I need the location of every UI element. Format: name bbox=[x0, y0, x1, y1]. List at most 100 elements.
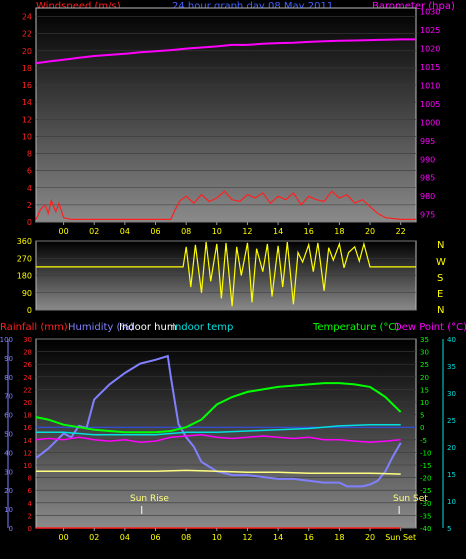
humidity-tick-label: 50 bbox=[4, 431, 13, 439]
sunset-label: Sun Set bbox=[393, 494, 428, 504]
dewpoint-tick-label: 35 bbox=[447, 363, 456, 371]
baro-tick-label: 990 bbox=[420, 155, 435, 164]
compass-labels: N W S E N bbox=[436, 240, 446, 316]
rain-tick-label: 22 bbox=[23, 386, 32, 394]
x-tick-label: 10 bbox=[212, 533, 222, 542]
indoor-hum-series bbox=[36, 469, 401, 475]
baro-tick-label: 995 bbox=[420, 137, 435, 146]
dewpoint-tick-label: 30 bbox=[447, 390, 456, 398]
wind-tick-label: 12 bbox=[22, 115, 32, 124]
dewpoint-tick-label: 15 bbox=[447, 471, 456, 479]
temperature-chart: 0246810121416182022242628300102030405060… bbox=[0, 336, 456, 542]
rain-tick-label: 6 bbox=[28, 487, 33, 495]
x-tick-label: 10 bbox=[212, 227, 222, 236]
rain-tick-label: 24 bbox=[23, 374, 32, 382]
rain-tick-label: 16 bbox=[23, 424, 32, 432]
barometer-series bbox=[35, 38, 416, 65]
x-tick-label: 08 bbox=[181, 227, 191, 236]
dir-tick-label: 90 bbox=[22, 289, 32, 298]
humidity-tick-label: 40 bbox=[4, 449, 13, 457]
barometer-title: Barometer (hpa) bbox=[372, 1, 455, 12]
dewpoint-tick-label: 25 bbox=[447, 417, 456, 425]
rain-tick-label: 20 bbox=[23, 399, 32, 407]
rain-tick-label: 28 bbox=[23, 349, 32, 357]
wind-tick-label: 20 bbox=[22, 47, 32, 56]
x-tick-label: 06 bbox=[150, 533, 160, 542]
x-tick-label: 08 bbox=[181, 533, 191, 542]
compass-e: E bbox=[437, 289, 443, 300]
compass-s: S bbox=[437, 273, 443, 284]
temp-tick-label: 35 bbox=[420, 336, 429, 344]
wind-tick-label: 24 bbox=[22, 13, 32, 22]
graph-title: 24 hour graph day 08 May 2011 bbox=[172, 1, 333, 12]
wind-tick-label: 10 bbox=[22, 132, 32, 141]
humidity-tick-label: 10 bbox=[4, 506, 13, 514]
temperature-label: Temperature (°C) bbox=[312, 322, 399, 333]
rain-tick-label: 12 bbox=[23, 449, 32, 457]
dir-tick-label: 180 bbox=[17, 272, 32, 281]
dewpoint-tick-label: 20 bbox=[447, 444, 456, 452]
temp-tick-label: 30 bbox=[420, 349, 429, 357]
dewpoint-tick-label: 10 bbox=[447, 498, 456, 506]
dewpoint-tick-label: 40 bbox=[447, 336, 456, 344]
dewpoint-tick-label: 5 bbox=[447, 525, 451, 533]
x-tick-label: 14 bbox=[273, 227, 283, 236]
humidity-label: Humidity (%) bbox=[68, 322, 134, 333]
x-tick-label: 06 bbox=[150, 227, 160, 236]
x-tick-label: 18 bbox=[334, 533, 344, 542]
temp-tick-label: 0 bbox=[420, 424, 424, 432]
compass-w: W bbox=[436, 257, 446, 268]
humidity-tick-label: 30 bbox=[4, 468, 13, 476]
indoor-hum-label: Indoor hum bbox=[119, 322, 177, 333]
x-tick-label: 14 bbox=[273, 533, 283, 542]
baro-tick-label: 1015 bbox=[420, 63, 440, 72]
temp-tick-label: -40 bbox=[420, 525, 431, 533]
wind-tick-label: 8 bbox=[27, 150, 32, 159]
rain-tick-label: 10 bbox=[23, 462, 32, 470]
rain-tick-label: 2 bbox=[28, 512, 32, 520]
compass-n-top: N bbox=[437, 240, 444, 251]
temp-tick-label: -25 bbox=[420, 487, 431, 495]
wind-chart: 0246810121416182022249759809859909951000… bbox=[22, 8, 441, 236]
temp-tick-label: -15 bbox=[420, 462, 431, 470]
x-tick-label: 18 bbox=[334, 227, 344, 236]
baro-tick-label: 1025 bbox=[420, 26, 440, 35]
windspeed-title: Windspeed (m/s) bbox=[36, 1, 121, 12]
humidity-tick-label: 60 bbox=[4, 412, 13, 420]
wind-tick-label: 16 bbox=[22, 81, 32, 90]
baro-tick-label: 975 bbox=[420, 211, 435, 220]
baro-tick-label: 1030 bbox=[420, 8, 440, 17]
temp-tick-label: 10 bbox=[420, 399, 429, 407]
indoor-temp-label: Indoor temp bbox=[172, 322, 233, 333]
x-tick-label: 04 bbox=[120, 227, 130, 236]
wind-tick-label: 22 bbox=[22, 30, 32, 39]
direction-chart: 0 90 180 270 360 bbox=[17, 237, 416, 315]
x-tick-label: 12 bbox=[242, 227, 252, 236]
humidity-tick-label: 100 bbox=[0, 336, 13, 344]
baro-tick-label: 1020 bbox=[420, 45, 440, 54]
dir-tick-label: 0 bbox=[27, 306, 32, 315]
x-tick-label: Sun Set bbox=[385, 533, 416, 542]
rain-tick-label: 18 bbox=[23, 412, 32, 420]
humidity-tick-label: 70 bbox=[4, 393, 13, 401]
sunrise-label: Sun Rise bbox=[130, 494, 169, 504]
wind-tick-label: 4 bbox=[27, 184, 32, 193]
rainfall-label: Rainfall (mm) bbox=[0, 322, 68, 333]
dir-tick-label: 360 bbox=[17, 237, 32, 246]
temp-tick-label: 20 bbox=[420, 374, 429, 382]
humidity-tick-label: 0 bbox=[9, 525, 13, 533]
wind-tick-label: 2 bbox=[27, 201, 32, 210]
temp-panel bbox=[35, 338, 417, 529]
wind-tick-label: 0 bbox=[27, 218, 32, 227]
x-tick-label: 04 bbox=[120, 533, 130, 542]
indoor-temp-series bbox=[36, 423, 401, 436]
humidity-tick-label: 80 bbox=[4, 374, 13, 382]
x-tick-label: 00 bbox=[58, 227, 68, 236]
wind-tick-label: 14 bbox=[22, 98, 32, 107]
humidity-tick-label: 90 bbox=[4, 355, 13, 363]
x-tick-label: 02 bbox=[89, 533, 99, 542]
temp-tick-label: -10 bbox=[420, 449, 431, 457]
temp-tick-label: -35 bbox=[420, 512, 431, 520]
